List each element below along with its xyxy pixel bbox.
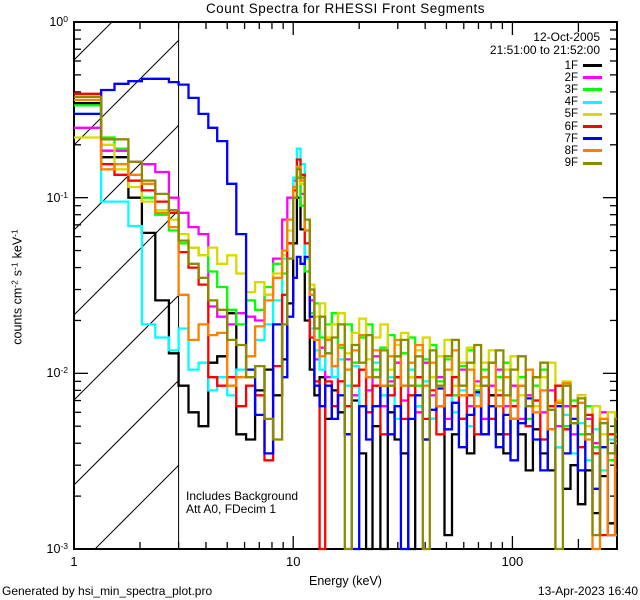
plot-annotation: Includes Background Att A0, FDecim 1	[186, 490, 298, 516]
x-tick-label: 1	[70, 554, 78, 569]
legend-swatch	[583, 149, 602, 153]
legend-label: 2F	[564, 71, 578, 84]
observation-date: 12-Oct-2005	[533, 30, 600, 44]
hatch-region	[74, 22, 179, 549]
y-tick-label: 10-2	[46, 365, 68, 381]
legend-label: 9F	[564, 157, 578, 170]
observation-time-range: 21:51:00 to 21:52:00	[489, 43, 600, 57]
axis-ticks	[73, 21, 617, 550]
legend-label: 3F	[564, 83, 578, 96]
legend-swatch	[583, 88, 602, 92]
x-tick-label: 100	[501, 554, 524, 569]
legend-swatch	[583, 112, 602, 116]
annotation-attenuator: Att A0, FDecim 1	[186, 502, 277, 516]
legend-label: 7F	[564, 132, 578, 145]
legend-swatch	[583, 64, 602, 67]
series-9F	[74, 95, 617, 551]
legend-swatch	[583, 76, 602, 80]
render-timestamp: 13-Apr-2023 16:40	[537, 584, 638, 598]
chart-title: Count Spectra for RHESSI Front Segments	[205, 1, 486, 16]
legend-swatch	[583, 161, 602, 165]
x-axis-label: Energy (keV)	[309, 574, 382, 588]
legend-row-3F: 3F	[520, 84, 602, 96]
legend-row-4F: 4F	[520, 96, 602, 108]
legend-swatch	[583, 100, 602, 104]
annotation-background: Includes Background	[186, 489, 299, 503]
y-tick-label: 10-1	[46, 189, 68, 205]
legend-row-2F: 2F	[520, 72, 602, 84]
y-tick-label: 100	[49, 14, 68, 29]
legend-label: 6F	[564, 120, 578, 133]
legend-label: 5F	[564, 108, 578, 121]
legend-label: 4F	[564, 96, 578, 109]
legend-label: 8F	[564, 144, 578, 157]
legend-row-8F: 8F	[520, 145, 602, 157]
legend-row-9F: 9F	[520, 157, 602, 169]
legend-row-1F: 1F	[520, 60, 602, 72]
generated-by-text: Generated by hsi_min_spectra_plot.pro	[2, 584, 213, 598]
series-6F	[74, 92, 617, 551]
legend-row-7F: 7F	[520, 133, 602, 145]
legend-swatch	[583, 137, 602, 141]
series-7F	[74, 77, 617, 551]
legend-row-6F: 6F	[520, 121, 602, 133]
y-tick-label: 10-3	[46, 541, 68, 556]
legend-swatch	[583, 125, 602, 128]
legend-row-5F: 5F	[520, 108, 602, 120]
legend-label: 1F	[564, 59, 578, 72]
spectra-curves	[74, 77, 617, 551]
x-tick-label: 10	[285, 554, 301, 569]
